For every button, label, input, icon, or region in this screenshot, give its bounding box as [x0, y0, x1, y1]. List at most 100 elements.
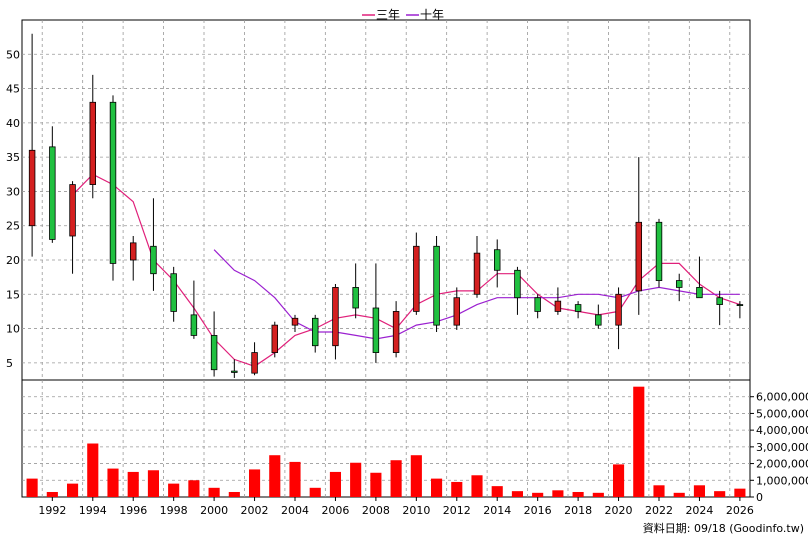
price-tick-label: 35 [6, 151, 20, 164]
price-tick-label: 40 [6, 117, 20, 130]
legend: 三年 十年 [362, 8, 444, 22]
candle-body [453, 297, 461, 326]
x-tick-label: 2000 [200, 504, 228, 517]
volume-panel: 0 1,000,000 2,000,000 3,000,000 4,000,000 5,0… [21, 379, 808, 504]
volume-bar [350, 462, 362, 497]
price-tick-label: 15 [6, 288, 20, 301]
candle-body [554, 300, 562, 312]
volume-bar [208, 487, 220, 497]
x-tick-label: 1996 [119, 504, 147, 517]
candle-body [514, 269, 521, 299]
ma-3yr-line [72, 173, 741, 367]
candle-body [635, 221, 643, 292]
volume-bar [370, 472, 382, 497]
volume-bar [430, 478, 443, 497]
x-tick-label: 2002 [241, 504, 269, 517]
x-tick-label: 2016 [524, 504, 552, 517]
x-tick-label: 2018 [564, 504, 592, 517]
candle-body [89, 101, 97, 185]
volume-bar [26, 478, 38, 497]
candle-body [696, 287, 703, 299]
volume-tick-label: 3,000,000 [756, 441, 808, 454]
volume-bar [289, 461, 301, 497]
candle-body [150, 245, 157, 275]
volume-bar [471, 475, 483, 497]
volume-bar [734, 488, 746, 497]
volume-bar [410, 455, 422, 497]
price-tick-label: 45 [6, 83, 20, 96]
volume-bar [592, 492, 604, 497]
source-footer: 資料日期: 09/18 (Goodinfo.tw) [643, 521, 804, 535]
x-tick-label: 2024 [685, 504, 713, 517]
x-tick-label: 2008 [362, 504, 390, 517]
price-tick-label: 20 [6, 254, 20, 267]
candle-body [291, 317, 299, 326]
candle-body [493, 249, 501, 271]
ma-10yr-line [213, 249, 740, 340]
volume-tick-label: 0 [756, 491, 763, 504]
candle-body [534, 297, 541, 312]
candle-body [655, 221, 663, 281]
volume-bar [107, 468, 119, 497]
candle-body [231, 370, 238, 373]
candle-body [69, 184, 76, 237]
price-tick-label: 10 [6, 323, 20, 336]
volume-bar [309, 487, 321, 497]
volume-bar [451, 481, 463, 497]
volume-bar [714, 491, 726, 497]
volume-bar [248, 469, 261, 497]
candle-body [210, 335, 218, 371]
x-tick-label: 2004 [281, 504, 309, 517]
candle-body [271, 324, 279, 353]
candle-body [28, 149, 36, 227]
price-panel: 5 10 15 20 25 30 35 40 45 50 [6, 19, 751, 381]
volume-bar [228, 491, 240, 497]
candle-body [736, 304, 744, 306]
legend-label-3yr: 三年 [376, 8, 400, 22]
candle-body [473, 252, 481, 295]
price-tick-label: 5 [6, 357, 13, 370]
x-tick-label: 2014 [483, 504, 511, 517]
volume-plot-frame [21, 379, 751, 498]
volume-tick-label: 6,000,000 [756, 391, 808, 404]
volume-bar [87, 443, 99, 497]
candle-body [433, 245, 440, 326]
x-tick-label: 2020 [605, 504, 633, 517]
volume-tick-label: 4,000,000 [756, 424, 808, 437]
x-tick-label: 2006 [321, 504, 349, 517]
volume-bar [329, 471, 342, 497]
candle-body [332, 287, 339, 347]
volume-bar [552, 490, 564, 497]
volume-tick-label: 2,000,000 [756, 458, 808, 471]
candle-body [372, 307, 380, 353]
x-tick-label: 2022 [645, 504, 673, 517]
legend-label-10yr: 十年 [420, 8, 444, 22]
price-tick-label: 25 [6, 220, 20, 233]
x-tick-label: 2012 [443, 504, 471, 517]
price-tick-label: 50 [6, 48, 20, 61]
x-tick-label: 2026 [726, 504, 754, 517]
volume-bar [491, 486, 503, 497]
candle-body [615, 293, 622, 326]
candle-body [129, 242, 137, 261]
candle-body [392, 311, 400, 353]
candle-body [109, 101, 117, 264]
volume-tick-label: 5,000,000 [756, 407, 808, 420]
candle-body [574, 304, 582, 312]
candle-body [311, 317, 319, 347]
x-tick-label: 1998 [160, 504, 188, 517]
volume-bar [673, 492, 685, 497]
candle-body [251, 352, 258, 374]
volume-bar [188, 480, 200, 497]
volume-bar [572, 491, 584, 497]
volume-bar [390, 460, 402, 497]
candle-body [190, 314, 198, 336]
volume-bar [127, 471, 139, 497]
volume-bar [46, 491, 58, 497]
volume-bar [511, 491, 524, 497]
volume-bar [168, 483, 180, 497]
candle-body [716, 297, 723, 305]
candle-body [595, 314, 602, 326]
